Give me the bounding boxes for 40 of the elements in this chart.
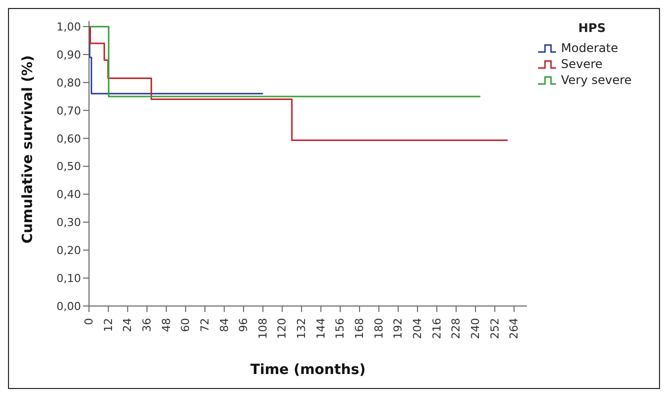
- y-tick-label: 0,90: [56, 48, 81, 62]
- y-tick-label: 0,10: [56, 272, 81, 285]
- x-tick-label: 156: [334, 318, 347, 339]
- x-tick-label: 204: [411, 318, 424, 339]
- y-tick-label: 0,70: [56, 104, 81, 118]
- x-tick-label: 168: [353, 318, 366, 339]
- x-tick-label: 48: [160, 318, 173, 332]
- x-tick-label: 36: [140, 318, 154, 332]
- x-tick-label: 228: [450, 318, 463, 339]
- y-tick-label: 0,00: [56, 300, 81, 313]
- x-tick-label: 84: [218, 318, 231, 332]
- x-tick-label: 252: [488, 318, 502, 339]
- y-tick-label: 1,00: [56, 20, 81, 34]
- legend-label: Very severe: [560, 73, 633, 87]
- y-tick-label: 0,30: [56, 216, 81, 230]
- x-tick-label: 216: [430, 318, 444, 339]
- x-tick-label: 72: [198, 318, 212, 332]
- y-tick-label: 0,50: [56, 160, 81, 174]
- x-tick-label: 96: [237, 318, 250, 332]
- x-tick-label: 0: [82, 318, 96, 325]
- x-tick-label: 60: [179, 318, 192, 332]
- y-axis-title: Cumulative survival (%): [20, 55, 36, 244]
- y-tick-label: 0,80: [56, 76, 81, 90]
- x-tick-label: 264: [508, 318, 521, 339]
- y-tick-label: 0,60: [56, 132, 81, 146]
- y-tick-label: 0,20: [56, 244, 81, 258]
- x-tick-label: 12: [102, 318, 115, 332]
- x-tick-label: 192: [392, 318, 405, 339]
- x-axis-title: Time (months): [250, 362, 366, 378]
- legend-label: Moderate: [560, 41, 620, 55]
- x-tick-label: 108: [256, 318, 270, 339]
- legend-label: Severe: [560, 57, 604, 71]
- x-tick-label: 240: [468, 318, 482, 339]
- x-tick-label: 144: [314, 318, 328, 339]
- x-tick-label: 180: [372, 318, 386, 339]
- legend-title: HPS: [577, 21, 607, 35]
- y-tick-label: 0,40: [56, 188, 81, 202]
- x-tick-label: 120: [276, 318, 289, 339]
- x-tick-label: 132: [295, 318, 308, 339]
- x-tick-label: 24: [121, 318, 134, 332]
